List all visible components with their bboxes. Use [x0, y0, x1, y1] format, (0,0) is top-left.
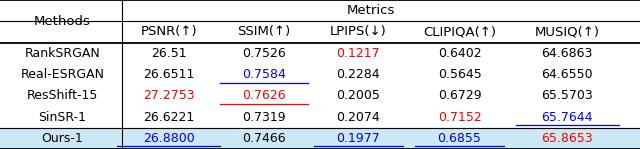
Text: Real-ESRGAN: Real-ESRGAN — [20, 68, 104, 81]
Text: CLIPIQA(↑): CLIPIQA(↑) — [423, 25, 496, 38]
Text: 27.2753: 27.2753 — [143, 89, 195, 102]
Text: 0.7152: 0.7152 — [438, 111, 481, 124]
Text: 26.6221: 26.6221 — [143, 111, 195, 124]
Text: LPIPS(↓): LPIPS(↓) — [330, 25, 387, 38]
Text: 65.5703: 65.5703 — [541, 89, 593, 102]
Text: Ours-1: Ours-1 — [42, 132, 83, 145]
Text: 0.5645: 0.5645 — [438, 68, 481, 81]
Text: MUSIQ(↑): MUSIQ(↑) — [534, 25, 600, 38]
Text: 0.7584: 0.7584 — [242, 68, 285, 81]
Text: SinSR-1: SinSR-1 — [38, 111, 86, 124]
Text: 26.6511: 26.6511 — [143, 68, 195, 81]
Text: PSNR(↑): PSNR(↑) — [141, 25, 197, 38]
Text: Methods: Methods — [34, 15, 91, 28]
Text: 0.1217: 0.1217 — [337, 47, 380, 60]
Text: 0.7526: 0.7526 — [242, 47, 285, 60]
Text: 0.2005: 0.2005 — [337, 89, 380, 102]
Text: 0.6855: 0.6855 — [438, 132, 481, 145]
Text: 0.1977: 0.1977 — [337, 132, 380, 145]
Text: RankSRGAN: RankSRGAN — [24, 47, 100, 60]
Text: 0.6729: 0.6729 — [438, 89, 481, 102]
Text: 26.8800: 26.8800 — [143, 132, 195, 145]
Text: 0.7466: 0.7466 — [242, 132, 285, 145]
Text: 64.6863: 64.6863 — [541, 47, 593, 60]
Text: 0.7319: 0.7319 — [242, 111, 285, 124]
Text: ResShift-15: ResShift-15 — [27, 89, 98, 102]
Text: 0.2074: 0.2074 — [337, 111, 380, 124]
Text: 65.8653: 65.8653 — [541, 132, 593, 145]
Text: 0.6402: 0.6402 — [438, 47, 481, 60]
Text: 65.7644: 65.7644 — [541, 111, 593, 124]
Text: Metrics: Metrics — [347, 4, 396, 17]
Text: SSIM(↑): SSIM(↑) — [237, 25, 291, 38]
Text: 0.2284: 0.2284 — [337, 68, 380, 81]
Text: 26.51: 26.51 — [151, 47, 187, 60]
Text: 0.7626: 0.7626 — [242, 89, 285, 102]
Bar — [0, 128, 640, 149]
Text: 64.6550: 64.6550 — [541, 68, 593, 81]
